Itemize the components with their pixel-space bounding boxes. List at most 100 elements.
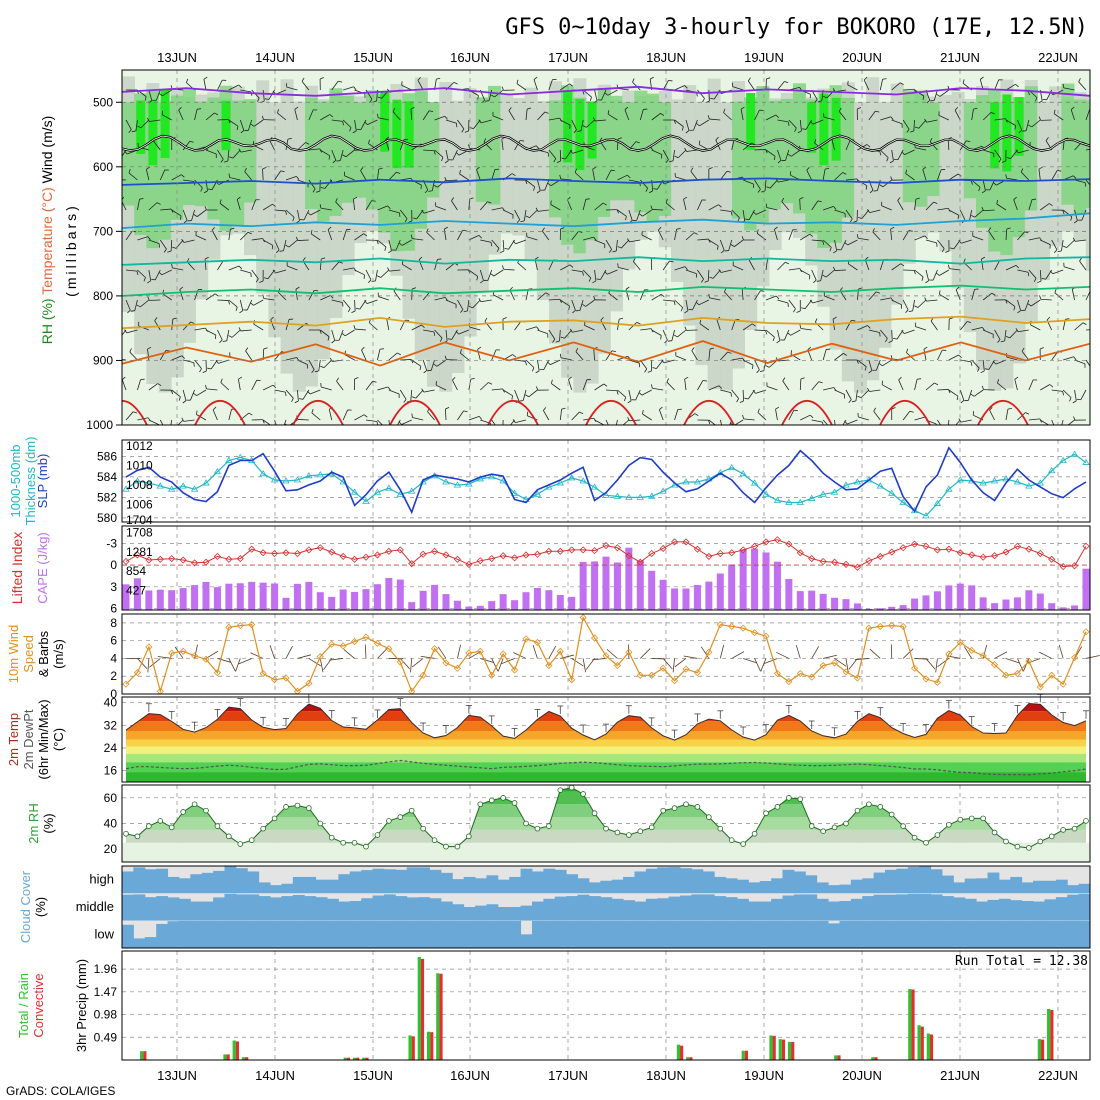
wind-barb [137, 199, 140, 211]
wind-barb [211, 227, 215, 231]
rh-band [451, 100, 465, 374]
wind-barb [531, 367, 535, 372]
cloud-bar-high [304, 876, 317, 894]
wind-barb [525, 179, 535, 188]
wind-barb [916, 378, 922, 380]
wind-barb [596, 278, 601, 280]
cloud-bar-high [315, 879, 328, 894]
cloud-bar-low [873, 920, 886, 948]
wind-barb [178, 109, 184, 121]
wind-barb [259, 280, 264, 283]
wind-barb-10m [731, 651, 745, 659]
wind-barb-10m [946, 655, 961, 659]
rh-point [271, 815, 278, 822]
wind-barb-10m [845, 658, 849, 673]
li-point [373, 551, 381, 559]
cape-bar [705, 581, 713, 610]
cloud-bar-low [531, 920, 544, 948]
wind-barb [393, 290, 401, 301]
wind-barb [148, 383, 158, 391]
wind-barb [308, 290, 315, 301]
wind-barb [285, 210, 288, 215]
wind-barb [651, 149, 662, 155]
wind-barb [124, 329, 128, 334]
wind-barb [659, 406, 663, 410]
wind-barb [677, 329, 687, 338]
wind-barb [162, 293, 172, 301]
wind-barb [251, 238, 263, 241]
precip-total-bar [871, 1057, 875, 1060]
wind-barb [717, 245, 719, 250]
wind-barb [948, 419, 950, 425]
wind-speed-point [933, 678, 941, 687]
rh-band [1049, 86, 1063, 246]
wind-barb [788, 299, 796, 310]
wind-barb [651, 384, 653, 389]
precip-total-bar [686, 1057, 690, 1060]
cloud-bar-low [463, 920, 476, 948]
wind-barb [338, 329, 344, 341]
rh-band [707, 78, 721, 390]
wind-barb [502, 317, 507, 320]
li-point [236, 555, 244, 563]
cloud-bar-middle [964, 898, 977, 921]
wind-barb [612, 250, 617, 253]
precip-total-bar [769, 1035, 773, 1060]
wind-barb [135, 119, 138, 131]
cloud-bar-high [930, 869, 943, 894]
wind-barb [320, 114, 331, 121]
wind-barb [217, 149, 224, 160]
li-point [419, 550, 427, 558]
cloud-bar-middle [896, 894, 909, 921]
wind-barb [628, 322, 638, 331]
li-point [831, 558, 839, 566]
wind-barb [684, 85, 688, 89]
wind-barb [994, 149, 1002, 160]
cloud-bar-high [885, 869, 897, 894]
wind-barb [378, 117, 389, 121]
wind-barb [445, 149, 449, 161]
wind-barb [747, 80, 755, 91]
wind-barb [527, 107, 532, 110]
wind-barb [410, 234, 413, 239]
wind-speed-point [316, 653, 324, 661]
thickness-point [556, 479, 564, 486]
wind-barb [913, 119, 915, 132]
li-point [293, 549, 301, 558]
wind-barb [924, 235, 928, 240]
wind-barb [196, 389, 207, 397]
wind-barb [709, 297, 721, 301]
cloud-bar-middle [850, 898, 863, 921]
wind-barb [765, 203, 768, 208]
wind-barb [338, 80, 343, 83]
wind-speed-point [728, 622, 736, 631]
wind-speed-point [1082, 628, 1090, 636]
wind-barb [784, 329, 790, 341]
upper-axis-label: (millibars) [63, 203, 79, 297]
wind-barb [147, 117, 150, 122]
ytick-label: 582 [97, 490, 117, 504]
wind-barb [122, 329, 127, 336]
wind-barb [502, 389, 513, 397]
wind-barb [1073, 220, 1078, 224]
cape-bar [956, 583, 964, 610]
precip-conv-bar [420, 958, 425, 1060]
wind-barb [592, 280, 597, 284]
wind-barb [709, 347, 714, 350]
cloud-bar-high [976, 878, 989, 894]
wind-barb [875, 359, 881, 371]
wind-barb [1065, 318, 1070, 320]
wind-barb [237, 379, 241, 391]
wind-barb [343, 86, 354, 91]
cape-bar [248, 581, 256, 610]
wind-barb [1015, 149, 1019, 154]
cloud-bar-low [270, 920, 282, 948]
wind-barb [535, 145, 540, 149]
wind-barb [861, 209, 870, 219]
wind-barb-10m [137, 658, 148, 669]
upper-ytick-label: 500 [93, 95, 113, 109]
wind-barb [320, 295, 331, 301]
rh-point [351, 839, 358, 846]
wind-barb [981, 206, 984, 211]
thickness-point [350, 488, 359, 495]
